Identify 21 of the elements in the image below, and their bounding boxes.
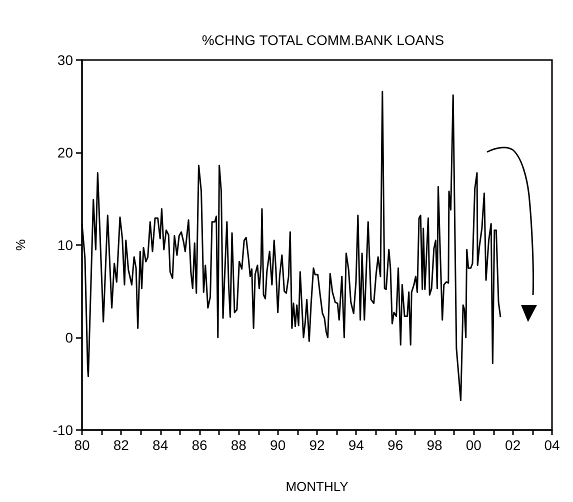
x-tick-label: 98 xyxy=(426,437,442,453)
x-tick-label: 96 xyxy=(388,437,404,453)
x-tick-label: 02 xyxy=(505,437,521,453)
x-tick-label: 04 xyxy=(544,437,560,453)
x-tick-label: 90 xyxy=(270,437,286,453)
x-tick-label: 94 xyxy=(348,437,364,453)
x-tick-label: 82 xyxy=(113,437,130,453)
x-axis-title: MONTHLY xyxy=(286,479,349,494)
x-tick-label: 84 xyxy=(152,437,168,453)
y-tick-label: 0 xyxy=(65,330,74,346)
y-axis-title: % xyxy=(13,238,28,251)
x-tick-label: 86 xyxy=(192,437,208,453)
y-tick-label: -10 xyxy=(52,422,74,438)
x-tick-label: 88 xyxy=(230,437,247,453)
x-tick-label: 80 xyxy=(74,437,90,453)
y-tick-label: 10 xyxy=(57,237,74,253)
chart-title: %CHNG TOTAL COMM.BANK LOANS xyxy=(202,32,444,48)
x-tick-label: 92 xyxy=(309,437,325,453)
y-tick-label: 20 xyxy=(57,144,74,160)
x-tick-label: 00 xyxy=(466,437,482,453)
y-tick-label: 30 xyxy=(57,52,74,68)
